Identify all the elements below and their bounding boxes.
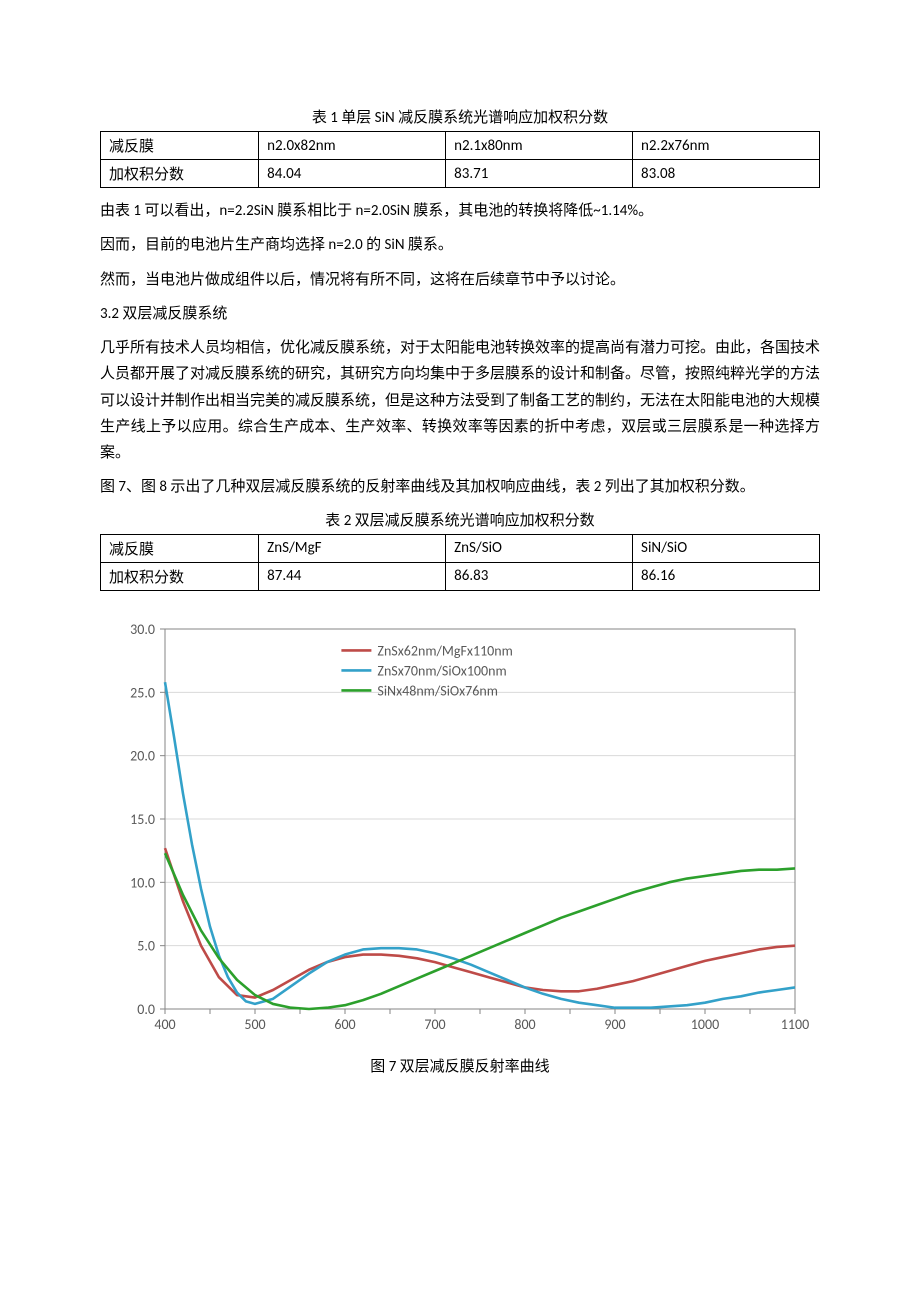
table1-r0-c2: n2.2x76nm bbox=[633, 132, 820, 160]
paragraph-2: 因而，目前的电池片生产商均选择 n=2.0 的 SiN 膜系。 bbox=[100, 232, 820, 258]
table1-r1-label: 加权积分数 bbox=[101, 160, 259, 188]
svg-text:5.0: 5.0 bbox=[137, 937, 155, 954]
table2-r1-c0: 87.44 bbox=[259, 562, 446, 590]
paragraph-5: 图 7、图 8 示出了几种双层减反膜系统的反射率曲线及其加权响应曲线，表 2 列… bbox=[100, 474, 820, 500]
table1-r0-label: 减反膜 bbox=[101, 132, 259, 160]
svg-text:SiNx48nm/SiOx76nm: SiNx48nm/SiOx76nm bbox=[377, 682, 498, 699]
table1-caption: 表 1 单层 SiN 减反膜系统光谱响应加权积分数 bbox=[100, 106, 820, 127]
svg-text:25.0: 25.0 bbox=[130, 684, 155, 701]
svg-text:ZnSx70nm/SiOx100nm: ZnSx70nm/SiOx100nm bbox=[377, 662, 506, 679]
table1-r1-c1: 83.71 bbox=[446, 160, 633, 188]
table-row: 加权积分数 87.44 86.83 86.16 bbox=[101, 562, 820, 590]
table-row: 加权积分数 84.04 83.71 83.08 bbox=[101, 160, 820, 188]
table2-r1-label: 加权积分数 bbox=[101, 562, 259, 590]
svg-text:800: 800 bbox=[514, 1016, 535, 1033]
svg-text:900: 900 bbox=[604, 1016, 625, 1033]
table-row: 减反膜 n2.0x82nm n2.1x80nm n2.2x76nm bbox=[101, 132, 820, 160]
svg-text:700: 700 bbox=[424, 1016, 445, 1033]
table2-r0-c0: ZnS/MgF bbox=[259, 534, 446, 562]
table2-caption: 表 2 双层减反膜系统光谱响应加权积分数 bbox=[100, 509, 820, 530]
table1-r0-c0: n2.0x82nm bbox=[259, 132, 446, 160]
table1-r0-c1: n2.1x80nm bbox=[446, 132, 633, 160]
table1-r1-c2: 83.08 bbox=[633, 160, 820, 188]
svg-text:1100: 1100 bbox=[781, 1016, 809, 1033]
svg-text:20.0: 20.0 bbox=[130, 747, 155, 764]
svg-text:ZnSx62nm/MgFx110nm: ZnSx62nm/MgFx110nm bbox=[377, 642, 512, 659]
table1-r1-c0: 84.04 bbox=[259, 160, 446, 188]
table2-r1-c2: 86.16 bbox=[633, 562, 820, 590]
svg-text:10.0: 10.0 bbox=[130, 874, 155, 891]
table1: 减反膜 n2.0x82nm n2.1x80nm n2.2x76nm 加权积分数 … bbox=[100, 131, 820, 188]
page: 表 1 单层 SiN 减反膜系统光谱响应加权积分数 减反膜 n2.0x82nm … bbox=[0, 0, 920, 1302]
chart7-container: 400 500 600 700 800 900 1000 1100 0.0 5.0 10.0 15.0… bbox=[100, 609, 820, 1049]
svg-text:15.0: 15.0 bbox=[130, 811, 155, 828]
table2-r1-c1: 86.83 bbox=[446, 562, 633, 590]
table2-r0-c1: ZnS/SiO bbox=[446, 534, 633, 562]
svg-text:1000: 1000 bbox=[691, 1016, 719, 1033]
svg-text:30.0: 30.0 bbox=[130, 621, 155, 638]
paragraph-1: 由表 1 可以看出，n=2.2SiN 膜系相比于 n=2.0SiN 膜系，其电池… bbox=[100, 198, 820, 224]
paragraph-4: 几乎所有技术人员均相信，优化减反膜系统，对于太阳能电池转换效率的提高尚有潜力可挖… bbox=[100, 335, 820, 466]
table2: 减反膜 ZnS/MgF ZnS/SiO SiN/SiO 加权积分数 87.44 … bbox=[100, 534, 820, 591]
section-heading: 3.2 双层减反膜系统 bbox=[100, 301, 820, 327]
svg-text:500: 500 bbox=[244, 1016, 265, 1033]
paragraph-3: 然而，当电池片做成组件以后，情况将有所不同，这将在后续章节中予以讨论。 bbox=[100, 267, 820, 293]
chart7-caption: 图 7 双层减反膜反射率曲线 bbox=[100, 1055, 820, 1076]
table-row: 减反膜 ZnS/MgF ZnS/SiO SiN/SiO bbox=[101, 534, 820, 562]
svg-text:0.0: 0.0 bbox=[137, 1001, 155, 1018]
svg-text:400: 400 bbox=[154, 1016, 175, 1033]
svg-text:600: 600 bbox=[334, 1016, 355, 1033]
table2-r0-c2: SiN/SiO bbox=[633, 534, 820, 562]
table2-r0-label: 减反膜 bbox=[101, 534, 259, 562]
chart7: 400 500 600 700 800 900 1000 1100 0.0 5.0 10.0 15.0… bbox=[100, 609, 820, 1049]
